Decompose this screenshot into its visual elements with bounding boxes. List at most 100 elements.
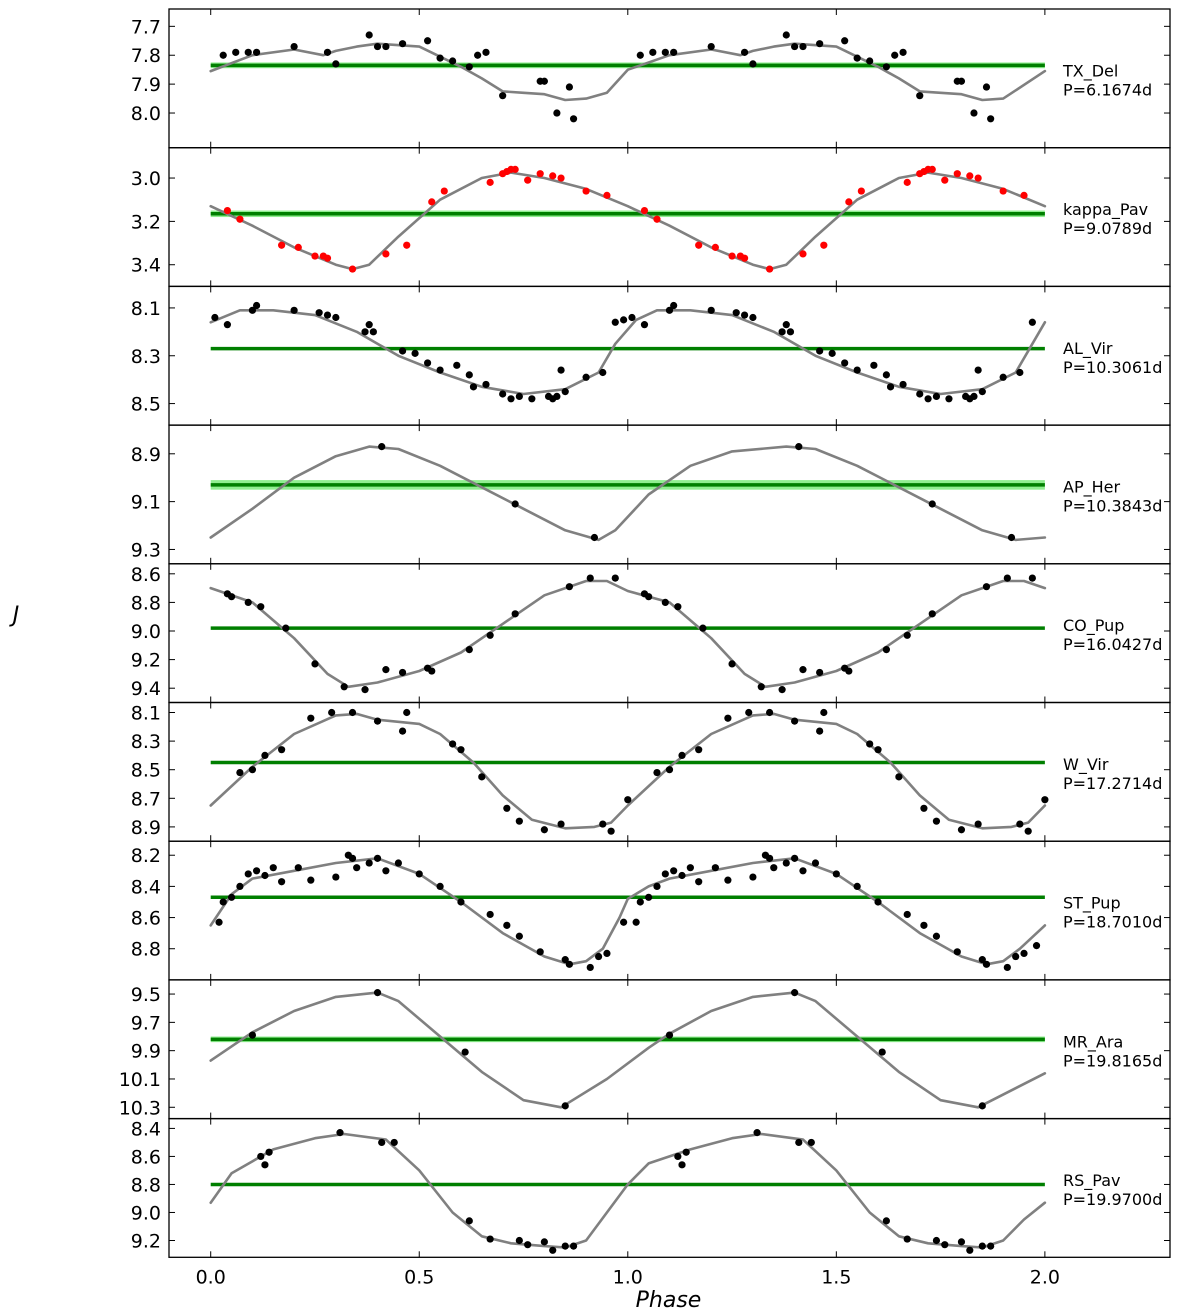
data-point (620, 316, 628, 324)
data-point (957, 1238, 966, 1246)
data-point (449, 740, 457, 748)
data-point (878, 1048, 886, 1056)
fit-curve (209, 579, 1047, 689)
data-point (323, 254, 332, 262)
panel-frame (168, 1117, 1171, 1258)
y-tick-label: 8.5 (131, 394, 161, 416)
y-tick-label: 8.4 (131, 1118, 161, 1140)
y-tick-label: 8.8 (131, 592, 161, 614)
data-point (982, 960, 991, 968)
data-point (770, 864, 778, 872)
x-tick-label: 1.0 (613, 1266, 643, 1288)
y-tick-label: 8.3 (131, 731, 161, 753)
data-point (670, 301, 678, 310)
y-tick-label: 9.2 (131, 1230, 161, 1252)
data-point (791, 42, 799, 51)
data-point (227, 593, 236, 601)
data-point (791, 717, 799, 725)
data-point (999, 187, 1007, 195)
data-point (928, 610, 936, 618)
y-tick-label: 8.6 (131, 564, 161, 586)
data-point (757, 683, 765, 691)
data-point (978, 388, 986, 396)
y-tick-label: 10.1 (119, 1069, 161, 1091)
data-point (870, 361, 878, 369)
data-point (503, 921, 511, 929)
data-point (678, 751, 686, 760)
data-point (782, 31, 790, 39)
data-point (278, 241, 286, 249)
data-point (791, 989, 799, 997)
data-point (323, 311, 332, 319)
data-point (365, 31, 373, 39)
data-point (607, 827, 615, 835)
data-point (882, 1217, 890, 1225)
data-point (261, 1161, 269, 1169)
y-tick-label: 7.8 (131, 45, 161, 67)
data-point (248, 1031, 257, 1039)
data-point (499, 390, 507, 398)
data-point (257, 603, 265, 611)
data-point (540, 1238, 548, 1246)
data-point (724, 876, 732, 884)
data-point (753, 1129, 761, 1137)
data-point (899, 380, 907, 389)
x-tick-label: 2.0 (1030, 1266, 1060, 1288)
data-point (569, 115, 578, 123)
data-point (932, 1236, 941, 1245)
data-point (811, 859, 820, 867)
data-point (1028, 318, 1036, 326)
data-point (816, 40, 824, 48)
data-point (732, 309, 740, 317)
star-name-label: MR_Ara (1063, 1032, 1123, 1052)
data-point (486, 631, 494, 639)
fit-curve (209, 171, 1047, 271)
data-point (474, 51, 482, 59)
data-point (799, 42, 807, 51)
fit-curve (209, 857, 1047, 966)
data-point (766, 265, 774, 273)
data-point (565, 960, 574, 968)
data-point (390, 1138, 398, 1147)
y-tick-label: 9.7 (131, 1012, 161, 1034)
panel-frame (168, 8, 1171, 149)
data-point (440, 187, 448, 195)
data-point (953, 948, 961, 956)
data-point (524, 1241, 532, 1249)
period-label: P=6.1674d (1063, 80, 1152, 99)
data-point (436, 366, 444, 374)
data-point (799, 666, 807, 674)
data-point (628, 313, 636, 322)
data-point (528, 395, 536, 403)
data-point (987, 1242, 995, 1250)
panel-frame (168, 840, 1171, 981)
y-tick-label: 8.2 (131, 845, 161, 867)
data-point (569, 1242, 578, 1250)
data-point (540, 77, 548, 85)
data-point (978, 956, 986, 964)
data-point (903, 631, 911, 639)
data-point (978, 1242, 986, 1250)
data-point (916, 390, 924, 398)
data-point (465, 371, 473, 379)
data-point (557, 366, 565, 374)
data-point (653, 768, 661, 777)
data-point (1032, 942, 1041, 950)
data-point (1041, 796, 1049, 804)
data-point (649, 48, 657, 56)
y-tick-label: 7.7 (131, 16, 161, 38)
data-point (661, 870, 669, 878)
data-point (932, 392, 941, 401)
star-name-label: RS_Pav (1063, 1171, 1120, 1191)
data-point (315, 309, 323, 317)
data-point (695, 241, 703, 249)
data-point (728, 252, 736, 260)
period-label: P=10.3061d (1063, 358, 1162, 377)
data-point (398, 347, 407, 355)
data-point (361, 328, 369, 336)
data-point (382, 250, 390, 258)
data-point (403, 708, 411, 717)
data-point (482, 48, 490, 56)
data-point (745, 708, 753, 717)
